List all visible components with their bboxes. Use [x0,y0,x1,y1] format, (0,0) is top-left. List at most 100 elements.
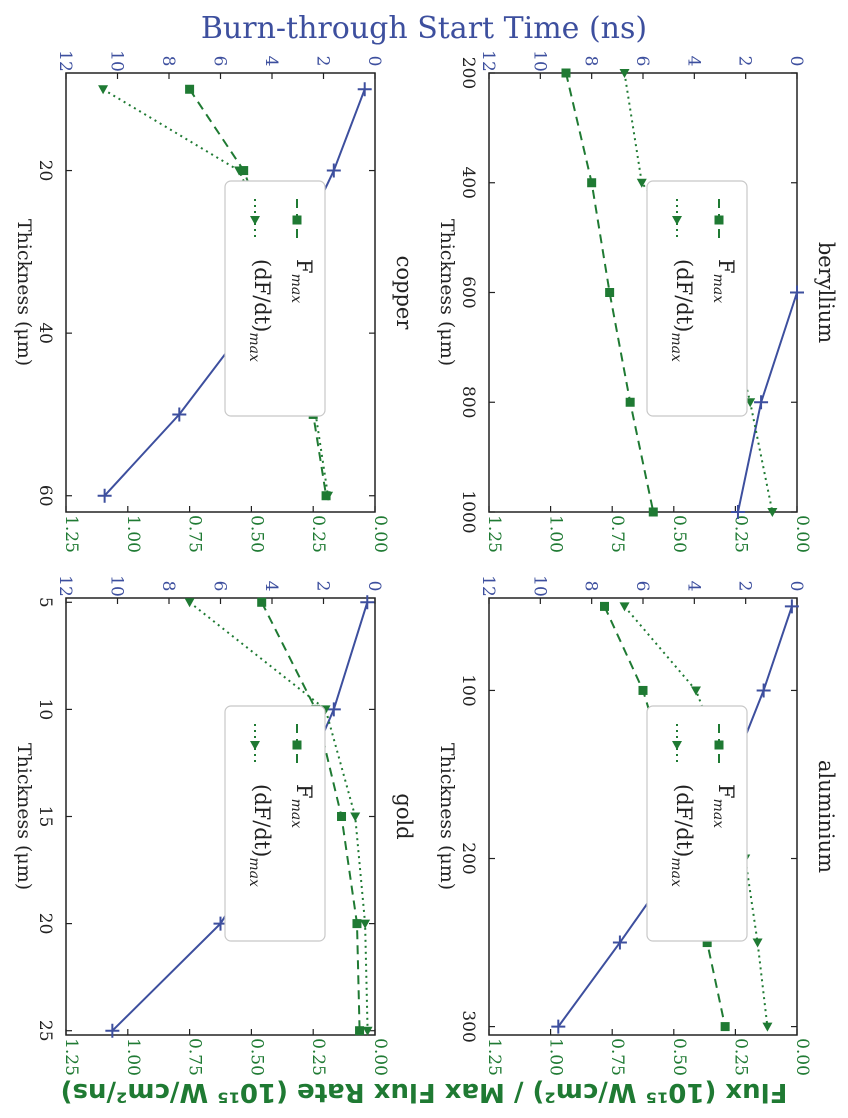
data-point-fmax [185,84,195,94]
left-axis-tick-label: 10 [529,575,549,597]
right-axis-tick-label: 1.00 [546,515,566,553]
legend-box [646,705,748,942]
left-axis-tick-label: 0 [786,56,806,67]
data-point-time [326,702,341,717]
panel-beryllium: 0 2 4 6 8 10 12 0.00 0.25 0.50 0.75 1.00 1.25 200 400 6… [436,50,838,553]
legend-fmax-text: F [292,259,316,274]
right-axis-tick-label: 0.25 [730,1038,750,1076]
thickness-tick-label: 800 [458,386,478,418]
data-point-dfdtmax [323,491,334,501]
data-point-dfdtmax [767,508,778,517]
left-axis-tick-label: 6 [210,56,230,67]
data-point-dfdtmax [98,85,109,95]
plot-frame [488,72,798,513]
panel-copper: 0 2 4 6 8 10 12 0.00 0.25 0.50 0.75 1.00 1.25 20 40 60 c… [13,50,416,553]
right-axis-tick-label: 1.25 [484,515,504,553]
right-axis-tick-label: 1.25 [484,1038,504,1076]
right-axis-tick-label: 0.50 [246,1038,266,1076]
legend-rate-subscript: max [246,332,262,362]
left-axis-tick-label: 12 [478,50,498,72]
data-point-time [612,935,627,950]
thickness-tick-label: 600 [458,276,478,308]
legend-fmax-label: Fmax [288,259,316,303]
legend-rate-subscript: max [246,857,262,887]
thickness-axis-label: Thickness (μm) [436,219,458,366]
data-point-time [756,683,771,698]
legend-fmax-subscript: max [288,799,304,829]
left-axis-tick-label: 2 [735,581,755,592]
thickness-axis-label: Thickness (μm) [436,743,458,890]
plot-frame [488,597,798,1036]
right-axis-tick-label: 0.75 [185,1038,205,1076]
thickness-tick-label: 200 [458,842,478,874]
thickness-tick-label: 200 [458,57,478,89]
data-point-dfdtmax [360,919,371,929]
right-axis-tick-label: 0.00 [792,1038,812,1076]
data-point-fmax [648,507,658,517]
right-axis-tick-label: 1.25 [61,515,81,553]
data-point-fmax [355,1026,365,1036]
data-point-dfdtmax [636,178,647,188]
right-axis-tick-label: 0.75 [185,515,205,553]
data-point-fmax [257,597,267,607]
legend-fmax-text: F [714,259,738,274]
data-point-fmax [638,685,648,695]
left-axis-tick-label: 8 [581,56,601,67]
right-axis-tick-label: 1.00 [123,515,143,553]
thickness-tick-label: 100 [458,674,478,706]
thickness-tick-label: 5 [35,597,55,608]
left-axis-tick-label: 4 [261,56,281,67]
data-point-fmax [702,938,712,948]
panel-title: gold [392,793,416,839]
data-point-dfdtmax [362,1026,373,1036]
left-axis-tick-label: 12 [478,575,498,597]
right-axis-tick-label: 0.25 [308,515,328,553]
panel-title: aluminium [814,760,838,873]
left-axis-tick-label: 6 [210,581,230,592]
data-point-time [790,285,804,300]
left-axis-tick-label: 6 [632,581,652,592]
left-axis-tick-label: 6 [632,56,652,67]
left-axis-tick-label: 2 [313,56,333,67]
right-axis-tick-label: 1.25 [61,1038,81,1076]
legend-fmax-marker [292,215,302,225]
left-axis-tick-label: 2 [735,56,755,67]
legend-rate-text: (dF/dt) [672,784,696,857]
data-point-fmax [587,178,597,188]
legend-fmax-label: Fmax [710,784,738,828]
data-point-time [754,395,769,410]
data-point-fmax [239,166,249,176]
legend-fmax-label: Fmax [288,784,316,828]
data-point-dfdtmax [350,812,361,822]
right-axis-tick-label: 0.50 [246,515,266,553]
data-point-fmax [720,1022,730,1032]
panel-title: copper [392,256,416,331]
thickness-tick-label: 400 [458,167,478,199]
legend-rate-text: (dF/dt) [250,784,274,857]
data-point-time [105,1023,120,1038]
legend-fmax-text: F [292,784,316,799]
legend-rate-text: (dF/dt) [250,259,274,332]
thickness-tick-label: 20 [35,160,55,182]
legend: Fmax(dF/dt)max [224,180,326,417]
data-point-dfdtmax [234,166,245,176]
legend-rate-label: (dF/dt)max [246,259,274,362]
left-axis-tick-label: 4 [261,581,281,592]
legend-box [646,180,748,417]
series-line-fmax [603,605,727,1027]
legend-box [224,180,326,417]
right-axis-tick-label: 0.00 [370,1038,390,1076]
data-point-time [172,407,187,422]
thickness-tick-label: 1000 [458,490,478,533]
legend-fmax-label: Fmax [710,259,738,303]
legend: Fmax(dF/dt)max [646,705,748,942]
data-point-dfdtmax [762,1022,773,1032]
legend-fmax-subscript: max [710,274,726,304]
data-point-time [551,1019,566,1034]
data-point-fmax [561,68,571,78]
left-axis-tick-label: 10 [107,575,127,597]
left-axis-tick-label: 10 [529,50,549,72]
thickness-tick-label: 10 [35,699,55,721]
legend-rate-marker [250,741,260,750]
